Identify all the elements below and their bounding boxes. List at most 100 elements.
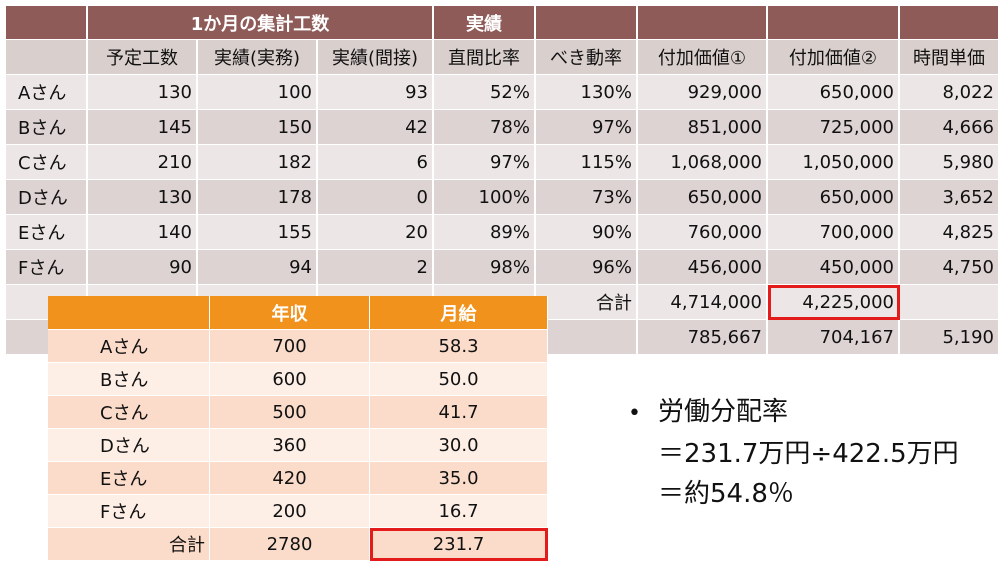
row-name: Eさん [48,462,210,495]
table-cell: 20 [318,215,434,250]
table-cell: 96% [536,250,638,285]
total-value-added-2-highlight: 4,225,000 [768,285,900,320]
table-cell: 155 [198,215,318,250]
table-cell: 115% [536,145,638,180]
total-annual: 2780 [210,528,370,561]
table-row: Eさん 140 155 20 89% 90% 760,000 700,000 4… [6,215,1000,250]
table-cell: 93 [318,75,434,110]
row-name: Aさん [48,330,210,363]
corner-cell [6,6,88,40]
table-cell: 456,000 [638,250,768,285]
group-header-row: 1か月の集計工数 実績 [6,6,1000,40]
note-formula: ＝231.7万円÷422.5万円 [658,439,959,469]
column-header-row: 予定工数 実績(実務) 実績(間接) 直間比率 べき動率 付加価値① 付加価値②… [6,40,1000,75]
table-cell: 89% [434,215,536,250]
salary-row: Aさん 700 58.3 [48,330,548,363]
bullet-icon: • [628,401,641,426]
annual-cell: 700 [210,330,370,363]
annual-cell: 600 [210,363,370,396]
avg-value-added-1: 785,667 [638,320,768,355]
table-cell: 90 [88,250,198,285]
monthly-cell: 58.3 [370,330,548,363]
row-name: Eさん [6,215,88,250]
table-cell: 97% [536,110,638,145]
salary-row: Dさん 360 30.0 [48,429,548,462]
table-cell: 90% [536,215,638,250]
table-cell: 8,022 [900,75,1000,110]
note-title: 労働分配率 [658,397,789,427]
row-name: Bさん [6,110,88,145]
monthly-cell: 30.0 [370,429,548,462]
table-cell: 4,750 [900,250,1000,285]
note-title-line: • 労働分配率 [628,392,959,434]
table-cell: 42 [318,110,434,145]
table-cell: 145 [88,110,198,145]
table-cell: 100 [198,75,318,110]
table-cell: 130% [536,75,638,110]
table-cell: 150 [198,110,318,145]
table-cell: 6 [318,145,434,180]
row-name: Cさん [48,396,210,429]
table-cell: 130 [88,75,198,110]
row-name: Dさん [6,180,88,215]
column-header: 予定工数 [88,40,198,75]
salary-total-row: 合計 2780 231.7 [48,528,548,561]
salary-row: Cさん 500 41.7 [48,396,548,429]
column-header: 実績(間接) [318,40,434,75]
annual-cell: 360 [210,429,370,462]
table-cell: 650,000 [768,180,900,215]
monthly-cell: 35.0 [370,462,548,495]
table-cell: 97% [434,145,536,180]
monthly-cell: 16.7 [370,495,548,528]
column-header: 実績(実務) [198,40,318,75]
group-header-actual: 実績 [434,6,536,40]
table-row: Aさん 130 100 93 52% 130% 929,000 650,000 … [6,75,1000,110]
table-cell: 3,652 [900,180,1000,215]
salary-row: Fさん 200 16.7 [48,495,548,528]
row-name: Aさん [6,75,88,110]
salary-row: Eさん 420 35.0 [48,462,548,495]
table-cell: 725,000 [768,110,900,145]
row-name: Fさん [6,250,88,285]
annual-cell: 200 [210,495,370,528]
table-cell: 0 [318,180,434,215]
table-cell: 100% [434,180,536,215]
table-cell: 73% [536,180,638,215]
table-cell: 182 [198,145,318,180]
column-header: 付加価値② [768,40,900,75]
table-cell: 94 [198,250,318,285]
row-name: Fさん [48,495,210,528]
table-cell: 130 [88,180,198,215]
salary-header-row: 年収 月給 [48,296,548,330]
table-row: Cさん 210 182 6 97% 115% 1,068,000 1,050,0… [6,145,1000,180]
table-cell: 851,000 [638,110,768,145]
group-header-monthly: 1か月の集計工数 [88,6,434,40]
table-cell: 1,050,000 [768,145,900,180]
total-monthly-highlight: 231.7 [370,528,548,561]
annual-cell: 500 [210,396,370,429]
table-cell: 210 [88,145,198,180]
table-cell: 178 [198,180,318,215]
table-cell: 760,000 [638,215,768,250]
note-result: ＝約54.8％ [658,479,794,509]
table-cell: 4,666 [900,110,1000,145]
table-cell: 450,000 [768,250,900,285]
total-value-added-1: 4,714,000 [638,285,768,320]
column-header: 付加価値① [638,40,768,75]
table-cell: 650,000 [638,180,768,215]
table-row: Bさん 145 150 42 78% 97% 851,000 725,000 4… [6,110,1000,145]
column-header: べき動率 [536,40,638,75]
table-cell: 52% [434,75,536,110]
labor-share-note: • 労働分配率 ＝231.7万円÷422.5万円 ＝約54.8％ [628,392,959,514]
table-cell: 1,068,000 [638,145,768,180]
salary-row: Bさん 600 50.0 [48,363,548,396]
table-cell: 650,000 [768,75,900,110]
table-cell: 2 [318,250,434,285]
total-label: 合計 [536,285,638,320]
table-cell: 98% [434,250,536,285]
salary-table: 年収 月給 Aさん 700 58.3 Bさん 600 50.0 Cさん 500 … [48,296,548,561]
table-cell: 700,000 [768,215,900,250]
table-row: Fさん 90 94 2 98% 96% 456,000 450,000 4,75… [6,250,1000,285]
monthly-cell: 50.0 [370,363,548,396]
column-header-monthly: 月給 [370,296,548,330]
